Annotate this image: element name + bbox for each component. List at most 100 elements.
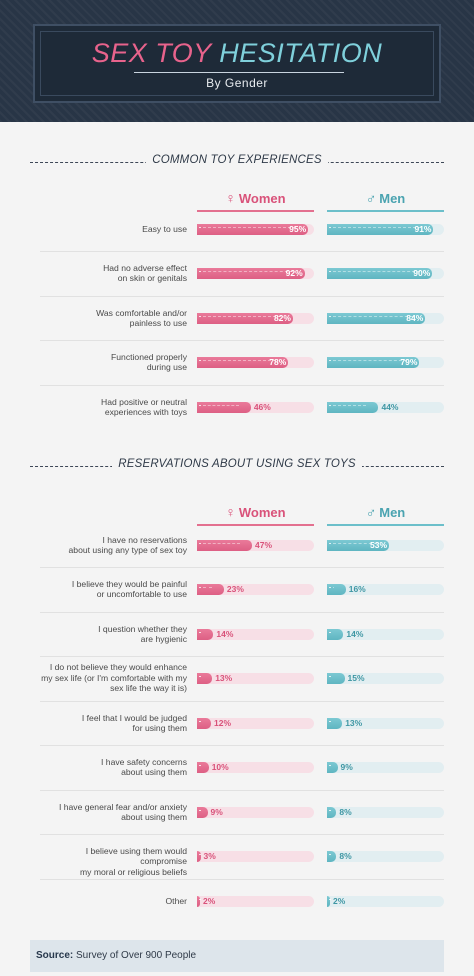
row-label: Had no adverse effect on skin or genitals — [103, 262, 187, 284]
bar-women — [197, 223, 309, 235]
row-label: Was comfortable and/or painless to use — [96, 307, 187, 329]
data-label-men: 15% — [347, 672, 365, 683]
column-header-label: Women — [238, 505, 286, 520]
bar-track-women: 9% — [197, 806, 314, 818]
data-label-women: 12% — [214, 717, 232, 728]
row-label: Functioned properly during use — [111, 351, 187, 373]
bar-track-men: 8% — [327, 850, 444, 862]
row-label: I have no reservations about using any ty… — [68, 534, 187, 556]
bar-women — [197, 312, 293, 324]
data-label-women: 13% — [215, 672, 233, 683]
row-divider — [40, 656, 444, 657]
row-label: I believe they would be painful or uncomf… — [71, 578, 187, 600]
row-divider — [40, 385, 444, 386]
bar-track-men: 53% — [327, 539, 444, 551]
section-title-1: COMMON TOY EXPERIENCES — [30, 154, 444, 170]
data-label-men: 84% — [406, 312, 424, 323]
row-label: Had positive or neutral experiences with … — [101, 396, 187, 418]
row-divider — [40, 340, 444, 341]
bar-track-men: 84% — [327, 312, 444, 324]
bar-women — [197, 761, 209, 773]
source-text: Survey of Over 900 People — [76, 950, 197, 961]
data-label-men: 79% — [400, 356, 418, 367]
bar-track-women: 78% — [197, 356, 314, 368]
bar-track-men: 14% — [327, 628, 444, 640]
bar-men — [327, 267, 433, 279]
bar-men — [327, 628, 344, 640]
bar-women — [197, 806, 208, 818]
bar-women — [197, 850, 201, 862]
bar-track-men: 8% — [327, 806, 444, 818]
row-label: I have general fear and/or anxiety about … — [58, 801, 187, 823]
bar-track-women: 46% — [197, 401, 314, 413]
row-label: I do not believe they would enhance my se… — [41, 662, 187, 694]
data-label-men: 53% — [370, 539, 388, 550]
data-label-men: 14% — [346, 628, 364, 639]
title-part-2: HESITATION — [219, 38, 383, 68]
row-label: I believe using them would compromise my … — [80, 845, 187, 877]
data-label-men: 8% — [339, 806, 352, 817]
data-label-women: 92% — [285, 267, 303, 278]
bar-women — [197, 895, 201, 907]
data-label-men: 90% — [413, 267, 431, 278]
data-label-women: 95% — [289, 223, 307, 234]
bar-track-women: 13% — [197, 672, 314, 684]
header-frame: SEX TOY HESITATION By Gender — [33, 24, 441, 103]
data-label-women: 23% — [226, 583, 244, 594]
bar-track-women: 14% — [197, 628, 314, 640]
row-divider — [40, 612, 444, 613]
column-header-men: ♂ Men — [327, 504, 444, 526]
bar-track-men: 79% — [327, 356, 444, 368]
title-part-1: SEX TOY — [91, 38, 212, 68]
data-label-women: 78% — [269, 356, 287, 367]
male-symbol-icon: ♂ — [365, 190, 377, 206]
page-title: SEX TOY HESITATION — [35, 38, 439, 69]
row-divider — [40, 834, 444, 835]
row-divider — [40, 567, 444, 568]
row-label: I feel that I would be judged for using t… — [81, 712, 187, 734]
row-divider — [40, 251, 444, 252]
data-label-men: 2% — [333, 895, 346, 906]
bar-men — [327, 850, 337, 862]
data-label-women: 2% — [203, 895, 216, 906]
bar-men — [327, 356, 420, 368]
column-header-women: ♀ Women — [197, 190, 314, 212]
bar-track-women: 92% — [197, 267, 314, 279]
data-label-women: 14% — [216, 628, 234, 639]
bar-women — [197, 628, 214, 640]
bar-track-men: 9% — [327, 761, 444, 773]
bar-men — [327, 539, 389, 551]
data-label-men: 8% — [339, 850, 352, 861]
bar-men — [327, 583, 346, 595]
section-heading: COMMON TOY EXPERIENCES — [30, 154, 444, 166]
source-label: Source: — [36, 950, 74, 961]
header-banner: SEX TOY HESITATION By Gender — [0, 0, 474, 122]
row-divider — [40, 296, 444, 297]
bar-track-men: 16% — [327, 583, 444, 595]
bar-women — [197, 672, 213, 684]
bar-men — [327, 401, 379, 413]
source-footer: Source: Survey of Over 900 People — [30, 940, 444, 972]
data-label-women: 3% — [203, 850, 216, 861]
row-divider — [40, 879, 444, 880]
bar-track-women: 47% — [197, 539, 314, 551]
data-label-women: 10% — [211, 761, 229, 772]
row-label: I have safety concerns about using them — [101, 756, 187, 778]
bar-track-men: 2% — [327, 895, 444, 907]
bar-men — [327, 717, 343, 729]
data-label-men: 9% — [340, 761, 353, 772]
bar-track-women: 95% — [197, 223, 314, 235]
data-label-women: 82% — [273, 312, 291, 323]
column-header-women: ♀ Women — [197, 504, 314, 526]
data-label-men: 44% — [381, 401, 399, 412]
bar-track-men: 90% — [327, 267, 444, 279]
section-heading: RESERVATIONS ABOUT USING SEX TOYS — [30, 458, 444, 470]
data-label-women: 46% — [253, 401, 271, 412]
row-label: Easy to use — [142, 223, 187, 234]
title-divider — [134, 72, 344, 73]
bar-men — [327, 895, 331, 907]
section-heading-text: COMMON TOY EXPERIENCES — [146, 154, 328, 166]
bar-women — [197, 583, 224, 595]
bar-track-men: 15% — [327, 672, 444, 684]
row-divider — [40, 790, 444, 791]
